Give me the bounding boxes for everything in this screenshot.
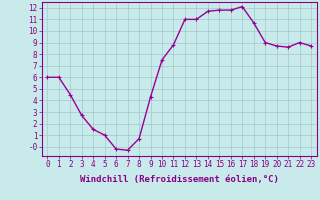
X-axis label: Windchill (Refroidissement éolien,°C): Windchill (Refroidissement éolien,°C): [80, 175, 279, 184]
